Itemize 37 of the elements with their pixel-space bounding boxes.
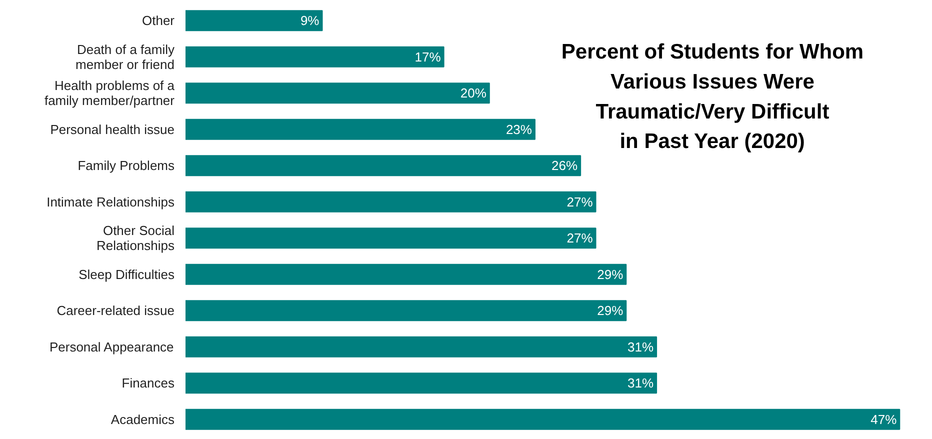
y-tick-label: Sleep Difficulties: [78, 266, 175, 282]
y-tick-label: Health problems of a family member/partner: [44, 78, 176, 108]
y-tick-label: Death of a family member or friend: [76, 42, 175, 72]
bar: [186, 155, 582, 176]
data-label: 20%: [460, 86, 487, 101]
bar: [186, 10, 323, 32]
data-label: 29%: [597, 303, 624, 318]
bar: [186, 336, 658, 358]
data-label: 26%: [552, 158, 578, 174]
bar: [186, 191, 596, 212]
data-label: 47%: [870, 412, 898, 427]
bar: [186, 372, 658, 394]
y-tick-label: Family Problems: [78, 158, 175, 174]
data-label: 27%: [566, 194, 594, 210]
text: Percent of Students for Whom Various Issues Were Traumatic/Very Difficult in Past Year (2020): [561, 40, 864, 154]
bar: [186, 228, 596, 249]
data-label: 27%: [566, 230, 594, 246]
y-tick-label: Finances: [122, 376, 175, 391]
bar: [186, 82, 490, 104]
data-label: 9%: [300, 13, 320, 28]
bar: [186, 118, 536, 140]
data-label: 31%: [628, 339, 654, 354]
y-tick-label: Intimate Relationships: [46, 194, 175, 210]
y-tick-label: Personal Appearance: [49, 339, 174, 354]
y-tick-label: Other Social Relationships: [96, 223, 175, 254]
data-label: 17%: [414, 49, 442, 64]
y-tick-label: Personal health issue: [50, 122, 175, 137]
bar: [186, 300, 627, 322]
y-tick-label: Career-related issue: [56, 303, 175, 318]
data-label: 23%: [506, 122, 532, 137]
bar: [186, 408, 900, 430]
y-tick-label: Academics: [110, 412, 175, 427]
bar: [186, 46, 444, 68]
data-label: 29%: [597, 266, 624, 282]
bar: [186, 264, 627, 285]
y-tick-label: Other: [142, 13, 176, 28]
data-label: 31%: [628, 376, 654, 391]
